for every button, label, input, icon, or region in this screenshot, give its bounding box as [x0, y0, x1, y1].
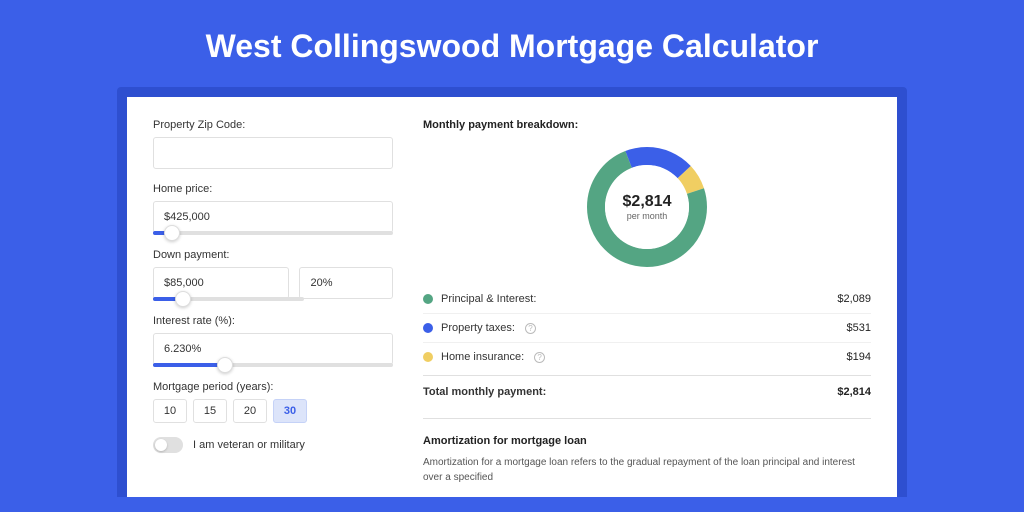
total-row: Total monthly payment: $2,814	[423, 375, 871, 398]
down-payment-input[interactable]	[153, 267, 289, 299]
total-value: $2,814	[837, 386, 871, 398]
down-payment-pct-input[interactable]	[299, 267, 393, 299]
legend-row: Property taxes:? $531	[423, 314, 871, 343]
amort-desc: Amortization for a mortgage loan refers …	[423, 455, 871, 485]
legend-label: Principal & Interest:	[441, 293, 536, 305]
period-field: Mortgage period (years): 10152030	[153, 381, 393, 423]
veteran-row: I am veteran or military	[153, 437, 393, 453]
legend-label: Property taxes:	[441, 322, 515, 334]
slider-thumb[interactable]	[164, 225, 180, 241]
home-price-label: Home price:	[153, 183, 393, 195]
form-column: Property Zip Code: Home price: Down paym…	[153, 119, 393, 475]
legend-dot	[423, 323, 433, 333]
slider-thumb[interactable]	[217, 357, 233, 373]
period-option-15[interactable]: 15	[193, 399, 227, 423]
legend-dot	[423, 294, 433, 304]
zip-label: Property Zip Code:	[153, 119, 393, 131]
period-option-20[interactable]: 20	[233, 399, 267, 423]
interest-input[interactable]	[153, 333, 393, 365]
info-icon[interactable]: ?	[534, 352, 545, 363]
legend-value: $194	[847, 351, 871, 363]
slider-thumb[interactable]	[175, 291, 191, 307]
interest-field: Interest rate (%):	[153, 315, 393, 367]
legend-value: $2,089	[837, 293, 871, 305]
donut-center: $2,814 per month	[605, 165, 689, 249]
zip-input[interactable]	[153, 137, 393, 169]
period-option-10[interactable]: 10	[153, 399, 187, 423]
down-payment-field: Down payment:	[153, 249, 393, 301]
legend-label: Home insurance:	[441, 351, 524, 363]
period-label: Mortgage period (years):	[153, 381, 393, 393]
donut-chart: $2,814 per month	[423, 141, 871, 285]
home-price-field: Home price:	[153, 183, 393, 235]
legend-row: Principal & Interest: $2,089	[423, 285, 871, 314]
page-title: West Collingswood Mortgage Calculator	[0, 0, 1024, 87]
legend-dot	[423, 352, 433, 362]
zip-field: Property Zip Code:	[153, 119, 393, 169]
period-option-30[interactable]: 30	[273, 399, 307, 423]
interest-label: Interest rate (%):	[153, 315, 393, 327]
amort-heading: Amortization for mortgage loan	[423, 418, 871, 447]
veteran-toggle[interactable]	[153, 437, 183, 453]
breakdown-column: Monthly payment breakdown: $2,814 per mo…	[423, 119, 871, 475]
donut-sub: per month	[627, 211, 668, 221]
home-price-slider[interactable]	[153, 231, 393, 235]
total-label: Total monthly payment:	[423, 386, 546, 398]
legend-row: Home insurance:? $194	[423, 343, 871, 371]
legend-value: $531	[847, 322, 871, 334]
home-price-input[interactable]	[153, 201, 393, 233]
veteran-label: I am veteran or military	[193, 439, 305, 451]
down-payment-slider[interactable]	[153, 297, 304, 301]
info-icon[interactable]: ?	[525, 323, 536, 334]
breakdown-heading: Monthly payment breakdown:	[423, 119, 871, 131]
calculator-panel: Property Zip Code: Home price: Down paym…	[127, 97, 897, 497]
donut-amount: $2,814	[623, 193, 672, 211]
panel-wrap: Property Zip Code: Home price: Down paym…	[117, 87, 907, 497]
down-payment-label: Down payment:	[153, 249, 393, 261]
interest-slider[interactable]	[153, 363, 393, 367]
